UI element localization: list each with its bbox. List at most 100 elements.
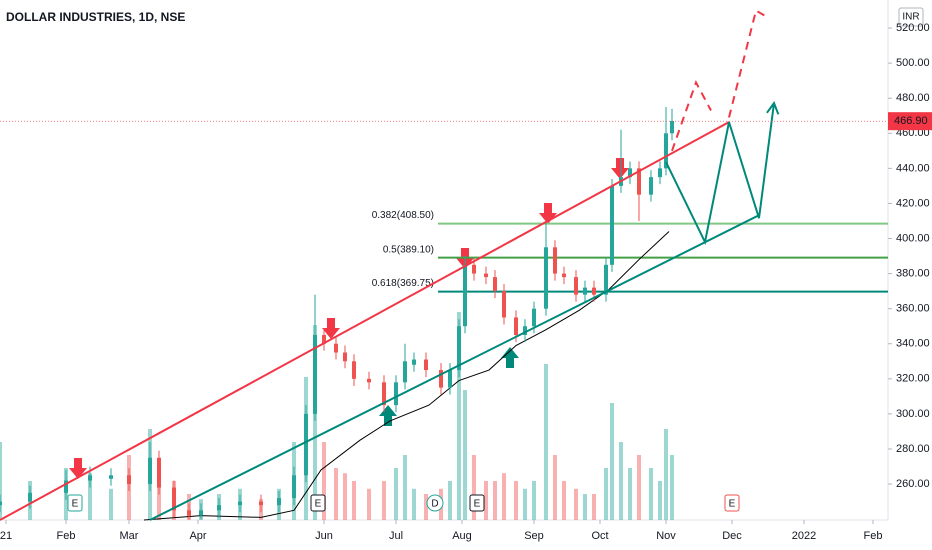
volume-bar (382, 481, 386, 520)
candle-body (334, 343, 338, 353)
volume-bar (592, 494, 596, 520)
y-tick-label: 300.00 (896, 408, 930, 420)
volume-bar (514, 481, 518, 520)
volume-bar (88, 473, 92, 520)
volume-bar (544, 364, 548, 520)
volume-bar (448, 481, 452, 520)
sell-arrow (322, 318, 340, 339)
volume-bar (583, 494, 587, 520)
event-marker (426, 494, 444, 512)
currency-box (898, 7, 924, 27)
x-tick-label: Nov (656, 530, 676, 542)
volume-bar (532, 481, 536, 520)
x-tick-label: Feb (57, 530, 76, 542)
x-tick-label: Aug (452, 530, 472, 542)
event-label: E (729, 499, 736, 510)
candle-body (412, 359, 416, 365)
candle-body (109, 475, 113, 479)
y-tick-label: 320.00 (896, 373, 930, 385)
volume-bar (457, 312, 461, 520)
candle-body (583, 287, 587, 295)
y-tick-label: 380.00 (896, 267, 930, 279)
candle-body (592, 287, 596, 295)
volume-bar (484, 481, 488, 520)
sell-arrow (611, 158, 629, 179)
candle-body (157, 457, 161, 488)
last-price-label: 466.90 (894, 115, 928, 127)
volume-bar (553, 455, 557, 520)
candle-body (0, 501, 2, 506)
x-tick-label: Dec (722, 530, 742, 542)
volume-bar (313, 325, 317, 520)
volume-bar (0, 442, 2, 520)
chart-title: DOLLAR INDUSTRIES, 1D, NSE (6, 10, 185, 24)
candle-body (649, 177, 653, 195)
x-tick-label: 21 (0, 530, 12, 542)
candle-body (670, 121, 674, 134)
volume-bar (637, 455, 641, 520)
candle-body (664, 133, 668, 169)
candle-body (523, 326, 527, 335)
y-tick-label: 360.00 (896, 303, 930, 315)
event-label: E (315, 499, 322, 510)
volume-bar (628, 468, 632, 520)
volume-bar (343, 473, 347, 520)
volume-bar (649, 468, 653, 520)
candle-body (322, 334, 326, 344)
event-marker (67, 494, 83, 512)
x-tick-label: Jul (389, 530, 403, 542)
volume-bar (619, 442, 623, 520)
volume-bar (523, 488, 527, 520)
sell-arrow (539, 203, 557, 224)
trend-line (665, 102, 775, 246)
candle-body (148, 457, 152, 485)
y-tick-label: 460.00 (896, 127, 930, 139)
candle-body (259, 501, 263, 506)
event-label: E (474, 499, 481, 510)
candle-body (304, 413, 308, 476)
event-marker (724, 494, 740, 512)
volume-bar (394, 468, 398, 520)
candle-body (448, 370, 452, 388)
candle-body (439, 370, 443, 388)
x-tick-label: 2022 (792, 530, 816, 542)
candle-body (604, 264, 608, 295)
buy-arrow (379, 405, 397, 426)
candle-body (424, 359, 428, 371)
volume-bar (604, 468, 608, 520)
event-marker (469, 494, 485, 512)
fib-label: 0.618(369.75) (372, 278, 434, 289)
volume-bar (334, 468, 338, 520)
candle-body (127, 475, 131, 485)
volume-bar (352, 481, 356, 520)
candle-body (502, 291, 506, 318)
y-tick-label: 420.00 (896, 197, 930, 209)
candle-body (463, 264, 467, 327)
volume-bar (403, 455, 407, 520)
candle-body (64, 480, 68, 493)
y-tick-label: 440.00 (896, 162, 930, 174)
volume-bar (493, 481, 497, 520)
volume-bar (562, 481, 566, 520)
candle-body (352, 361, 356, 379)
candle-body (199, 510, 203, 516)
candle-body (472, 264, 476, 274)
candle-body (553, 247, 557, 274)
volume-bar (109, 488, 113, 520)
y-tick-label: 260.00 (896, 478, 930, 490)
candle-body (238, 501, 242, 506)
trend-line (671, 79, 712, 152)
candle-body (88, 475, 92, 481)
sell-arrow (69, 458, 87, 479)
trend-line (728, 8, 766, 118)
candle-body (610, 185, 614, 265)
trend-line (0, 121, 730, 521)
volume-bar (367, 488, 371, 520)
candle-body (313, 334, 317, 414)
candle-body (277, 498, 281, 506)
candle-body (532, 308, 536, 327)
y-tick-label: 500.00 (896, 57, 930, 69)
volume-bar (322, 442, 326, 520)
y-tick-label: 520.00 (896, 22, 930, 34)
